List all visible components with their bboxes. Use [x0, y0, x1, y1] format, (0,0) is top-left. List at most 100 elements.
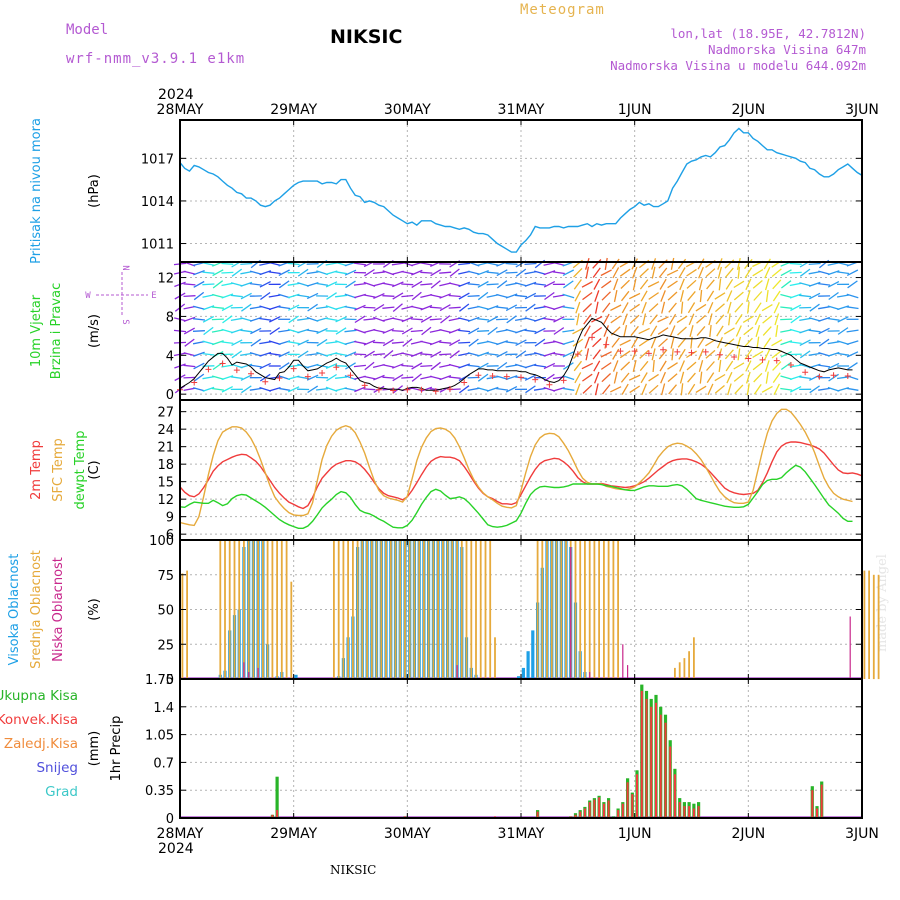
wind-arrow	[649, 314, 658, 325]
y-tick-label: 4	[166, 349, 174, 364]
wind-gust-marker	[589, 334, 596, 341]
bar-clouds-1	[565, 540, 567, 679]
wind-arrow	[780, 361, 792, 371]
wind-arrow	[790, 315, 801, 324]
wind-arrow	[639, 349, 650, 359]
wind-arrow	[278, 329, 291, 333]
wind-arrow	[448, 363, 461, 369]
wind-arrow	[612, 348, 620, 360]
x-tick-label-bottom: 29MAY	[270, 826, 317, 842]
wind-arrow	[727, 383, 732, 396]
bar-clouds-1	[375, 540, 378, 679]
bar-clouds-1	[475, 540, 477, 679]
product-title: Meteogram	[520, 2, 605, 18]
wind-gust-marker	[262, 378, 269, 385]
wind-arrow	[780, 387, 793, 391]
wind-arrow	[780, 329, 793, 333]
wind-arrow	[671, 348, 674, 361]
wind-arrow	[612, 267, 620, 279]
wind-arrow	[756, 336, 760, 349]
wind-arrow	[468, 327, 480, 335]
wind-gust-marker	[290, 365, 297, 372]
wind-arrow	[718, 359, 722, 372]
wind-arrow	[325, 317, 338, 322]
wind-arrow	[496, 375, 508, 380]
bar-clouds-1	[252, 540, 255, 679]
wind-arrow	[619, 350, 631, 359]
wind-gust-marker	[503, 373, 510, 380]
bar-clouds-1	[479, 540, 482, 679]
wind-arrow	[601, 373, 612, 383]
wind-arrow	[524, 270, 537, 275]
wind-arrow	[249, 364, 262, 368]
wind-arrow	[746, 290, 751, 302]
wind-arrow	[211, 318, 224, 321]
wind-arrow	[594, 383, 599, 396]
wind-arrow	[316, 306, 329, 310]
wind-arrow	[631, 337, 639, 349]
y-tick-label: 21	[157, 441, 174, 456]
wind-arrow	[345, 362, 356, 370]
wind-arrow	[593, 360, 601, 372]
bar-clouds-1	[484, 540, 487, 679]
bar-clouds-2	[456, 665, 458, 679]
bar-clouds-1	[228, 540, 231, 679]
wind-arrow	[631, 266, 638, 279]
wind-arrow	[344, 351, 357, 358]
wind-arrow	[772, 361, 782, 371]
wind-arrow	[677, 258, 687, 270]
wind-arrow	[184, 338, 195, 347]
wind-arrow	[552, 376, 565, 380]
bar-clouds-1	[385, 540, 387, 679]
wind-arrow	[790, 304, 802, 312]
wind-arrow	[297, 317, 310, 321]
wind-arrow	[780, 306, 793, 309]
wind-arrow	[325, 363, 338, 369]
wind-arrow	[401, 294, 414, 298]
wind-arrow	[780, 340, 793, 346]
wind-arrow	[458, 329, 471, 333]
wind-arrow	[221, 293, 234, 299]
compass-w: W	[85, 291, 91, 301]
wind-arrow	[651, 348, 656, 361]
bar-precip-1	[664, 722, 667, 818]
wind-arrow	[410, 305, 423, 310]
y-tick-label: 0.35	[145, 784, 174, 799]
wind-arrow	[382, 295, 395, 297]
wind-arrow	[563, 362, 574, 370]
unit-label: (mm)	[87, 731, 102, 766]
wind-arrow	[575, 301, 581, 314]
wind-arrow	[211, 375, 224, 380]
wind-arrow	[202, 375, 215, 380]
wind-arrow	[420, 262, 433, 266]
x-tick-label-top: 29MAY	[270, 102, 317, 118]
wind-arrow	[648, 303, 659, 313]
wind-arrow	[657, 327, 669, 335]
wind-arrow	[641, 383, 648, 396]
wind-arrow	[638, 327, 650, 335]
wind-arrow	[202, 352, 215, 356]
y-tick-label: 1017	[141, 152, 174, 167]
bar-clouds-1	[427, 540, 430, 679]
wind-arrow	[221, 341, 234, 345]
footer-station: NIKSIC	[330, 863, 376, 877]
wind-arrow	[515, 268, 527, 277]
wind-arrow	[249, 282, 262, 286]
wind-arrow	[240, 292, 252, 300]
wind-arrow	[818, 338, 830, 347]
wind-gust-marker	[759, 356, 766, 363]
bar-precip-1	[655, 702, 657, 818]
panel-title-line: Brzina i Pravac	[49, 283, 64, 380]
wind-arrow	[440, 315, 451, 324]
wind-arrow	[402, 338, 413, 347]
wind-arrow	[524, 281, 537, 287]
unit-label: (hPa)	[87, 174, 102, 208]
wind-arrow	[411, 269, 423, 276]
bar-precip-1	[645, 698, 648, 818]
wind-arrow	[612, 360, 619, 372]
wind-arrow	[496, 269, 508, 277]
wind-arrow	[679, 360, 685, 372]
wind-arrow	[391, 317, 404, 322]
wind-arrow	[382, 339, 394, 347]
y-tick-label: 24	[157, 423, 174, 438]
